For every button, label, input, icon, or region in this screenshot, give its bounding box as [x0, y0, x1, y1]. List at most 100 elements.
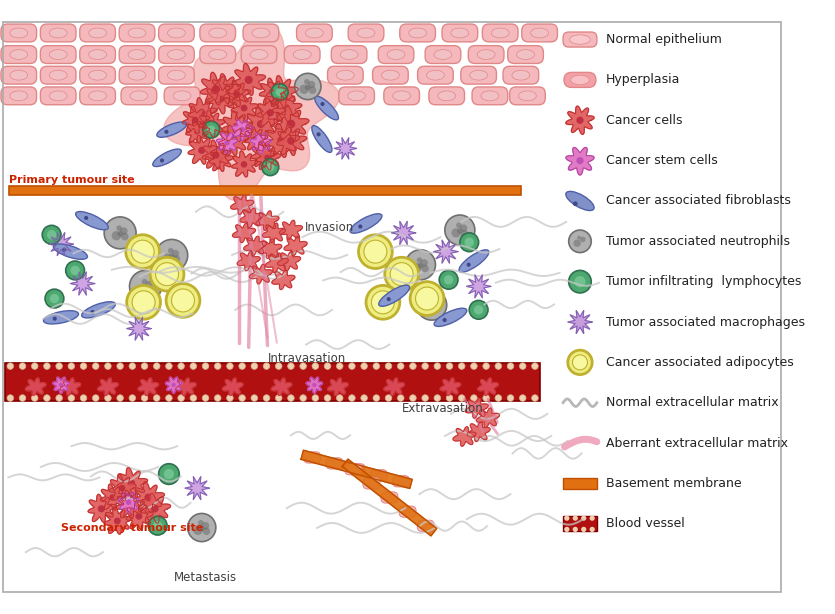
- Circle shape: [324, 395, 331, 402]
- Circle shape: [258, 140, 264, 146]
- Polygon shape: [342, 459, 437, 536]
- Circle shape: [446, 363, 453, 370]
- FancyBboxPatch shape: [285, 45, 320, 63]
- Circle shape: [202, 395, 209, 402]
- Circle shape: [165, 395, 172, 402]
- Text: Normal epithelium: Normal epithelium: [606, 33, 722, 46]
- FancyBboxPatch shape: [381, 492, 398, 503]
- Polygon shape: [327, 378, 348, 395]
- Polygon shape: [384, 378, 404, 395]
- Circle shape: [417, 290, 447, 320]
- Polygon shape: [127, 317, 151, 340]
- Ellipse shape: [357, 28, 375, 38]
- Circle shape: [361, 395, 367, 402]
- Circle shape: [121, 233, 129, 240]
- FancyBboxPatch shape: [326, 458, 343, 469]
- Circle shape: [276, 363, 282, 370]
- Circle shape: [568, 350, 592, 375]
- FancyBboxPatch shape: [363, 478, 380, 489]
- Circle shape: [569, 270, 591, 293]
- Circle shape: [308, 81, 316, 88]
- Circle shape: [573, 355, 588, 370]
- Circle shape: [276, 88, 284, 96]
- Circle shape: [416, 287, 438, 310]
- Circle shape: [443, 318, 447, 322]
- Circle shape: [495, 395, 502, 402]
- Circle shape: [240, 127, 245, 133]
- Circle shape: [119, 484, 125, 492]
- Circle shape: [32, 395, 38, 402]
- FancyBboxPatch shape: [564, 72, 596, 87]
- Circle shape: [211, 85, 220, 93]
- Circle shape: [190, 395, 196, 402]
- Circle shape: [45, 289, 63, 308]
- Circle shape: [263, 395, 270, 402]
- Circle shape: [460, 233, 478, 252]
- Circle shape: [590, 516, 595, 521]
- Circle shape: [372, 291, 394, 314]
- Circle shape: [295, 73, 321, 99]
- Ellipse shape: [569, 35, 590, 44]
- Polygon shape: [465, 398, 488, 418]
- Polygon shape: [211, 74, 241, 104]
- Circle shape: [287, 363, 294, 370]
- Circle shape: [467, 263, 471, 266]
- Text: Tumor associated macrophages: Tumor associated macrophages: [606, 316, 805, 328]
- Circle shape: [208, 120, 215, 127]
- Polygon shape: [117, 468, 148, 499]
- Polygon shape: [271, 378, 291, 395]
- FancyBboxPatch shape: [80, 45, 115, 63]
- FancyBboxPatch shape: [40, 45, 76, 63]
- FancyBboxPatch shape: [80, 87, 115, 105]
- Circle shape: [7, 395, 13, 402]
- Text: Tumor associated neutrophils: Tumor associated neutrophils: [606, 235, 790, 248]
- Circle shape: [445, 215, 475, 245]
- Circle shape: [68, 395, 74, 402]
- Polygon shape: [234, 63, 266, 95]
- Circle shape: [287, 395, 294, 402]
- FancyBboxPatch shape: [80, 24, 115, 42]
- Ellipse shape: [392, 91, 411, 101]
- Circle shape: [282, 104, 290, 112]
- Circle shape: [199, 526, 205, 531]
- Polygon shape: [566, 106, 595, 134]
- Circle shape: [433, 305, 440, 313]
- Circle shape: [387, 297, 391, 301]
- FancyBboxPatch shape: [121, 87, 157, 105]
- Polygon shape: [138, 378, 159, 395]
- Circle shape: [43, 363, 50, 370]
- Polygon shape: [232, 223, 256, 243]
- Circle shape: [257, 120, 265, 128]
- Circle shape: [154, 395, 160, 402]
- Ellipse shape: [470, 70, 488, 80]
- Circle shape: [215, 395, 221, 402]
- Circle shape: [576, 157, 584, 164]
- FancyBboxPatch shape: [243, 24, 279, 42]
- Polygon shape: [260, 78, 286, 105]
- Circle shape: [422, 395, 428, 402]
- Circle shape: [109, 494, 116, 501]
- Circle shape: [439, 270, 458, 289]
- Ellipse shape: [168, 70, 185, 80]
- Circle shape: [373, 363, 380, 370]
- Circle shape: [80, 395, 87, 402]
- Circle shape: [116, 225, 122, 231]
- Circle shape: [216, 95, 225, 103]
- Bar: [563, 478, 597, 489]
- Circle shape: [144, 494, 152, 502]
- Ellipse shape: [340, 50, 358, 60]
- Text: Cancer associated adipocytes: Cancer associated adipocytes: [606, 356, 794, 369]
- Polygon shape: [277, 251, 301, 271]
- Polygon shape: [266, 76, 298, 107]
- Circle shape: [165, 363, 172, 370]
- Text: Cancer associated fibroblasts: Cancer associated fibroblasts: [606, 195, 791, 208]
- Circle shape: [212, 151, 220, 158]
- Circle shape: [263, 363, 270, 370]
- Circle shape: [198, 520, 204, 526]
- Circle shape: [194, 128, 200, 134]
- Circle shape: [271, 84, 288, 101]
- Circle shape: [104, 217, 136, 249]
- Circle shape: [366, 286, 400, 319]
- Polygon shape: [53, 377, 69, 394]
- Circle shape: [169, 254, 175, 259]
